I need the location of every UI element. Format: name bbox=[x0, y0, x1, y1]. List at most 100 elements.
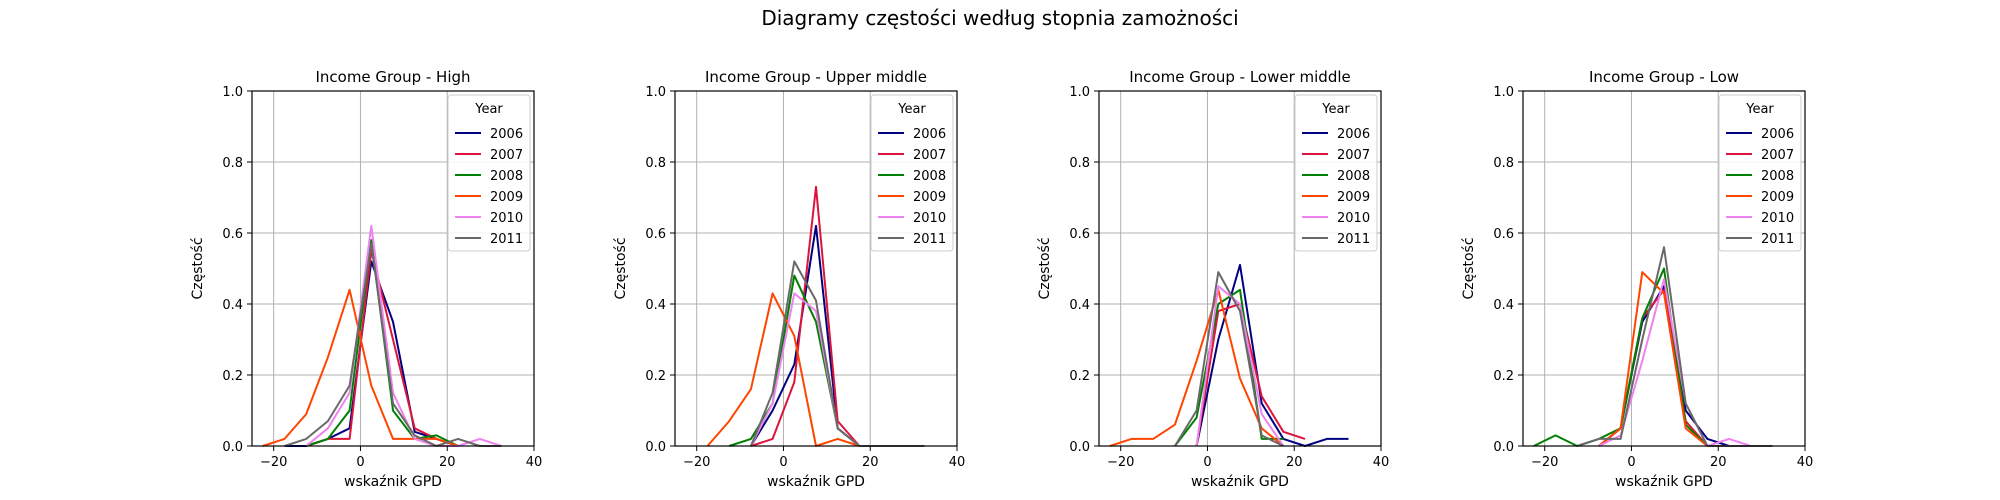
x-tick-label: 40 bbox=[949, 455, 966, 470]
x-tick-label: 0 bbox=[1203, 455, 1211, 470]
legend-label: 2006 bbox=[490, 127, 523, 142]
subplot-title: Income Group - High bbox=[315, 68, 470, 86]
axes-frame bbox=[1522, 90, 1806, 447]
x-tick-label: −20 bbox=[1107, 455, 1134, 470]
legend-label: 2010 bbox=[490, 211, 523, 226]
legend-title: Year bbox=[1321, 102, 1350, 117]
y-tick-label: 0.8 bbox=[645, 156, 666, 171]
series-line-2011 bbox=[284, 242, 502, 447]
y-tick-label: 0.0 bbox=[1493, 440, 1514, 455]
x-tick-label: 20 bbox=[862, 455, 879, 470]
legend-label: 2009 bbox=[490, 190, 523, 205]
legend-label: 2007 bbox=[1761, 148, 1794, 163]
series-line-2010 bbox=[1195, 285, 1285, 447]
legend-label: 2007 bbox=[1337, 148, 1370, 163]
series-line-2009 bbox=[262, 288, 459, 447]
y-tick-label: 1.0 bbox=[645, 85, 666, 100]
legend-label: 2006 bbox=[1337, 127, 1370, 142]
y-axis-label: Częstość bbox=[190, 237, 206, 299]
x-axis-label: wskaźnik GPD bbox=[344, 474, 442, 490]
y-tick-label: 0.2 bbox=[1069, 369, 1090, 384]
y-tick-label: 0.4 bbox=[645, 298, 666, 313]
subplot-title: Income Group - Lower middle bbox=[1129, 68, 1351, 86]
series-line-2007 bbox=[1598, 288, 1709, 447]
legend-label: 2008 bbox=[913, 169, 946, 184]
legend-label: 2007 bbox=[913, 148, 946, 163]
x-tick-label: −20 bbox=[1531, 455, 1558, 470]
legend: Year 2006 2007 2008 2009 2010 2011 bbox=[1718, 94, 1802, 252]
subplot-3: −20 0 20 40 0.0 0.2 0.4 0.6 0.8 1.0 Income Group -… bbox=[1037, 68, 1389, 490]
series-line-2008 bbox=[305, 239, 459, 447]
series-line-2006 bbox=[1195, 263, 1349, 447]
legend-title: Year bbox=[897, 102, 926, 117]
legend-label: 2010 bbox=[913, 211, 946, 226]
legend: Year 2006 2007 2008 2009 2010 2011 bbox=[870, 94, 954, 252]
series-line-2008 bbox=[1174, 288, 1284, 447]
y-tick-label: 0.6 bbox=[1069, 227, 1090, 242]
x-tick-label: 40 bbox=[1797, 455, 1814, 470]
y-tick-label: 1.0 bbox=[1493, 85, 1514, 100]
series-line-2006 bbox=[1598, 285, 1730, 447]
axes-frame bbox=[674, 90, 958, 447]
x-axis-label: wskaźnik GPD bbox=[767, 474, 865, 490]
y-tick-label: 1.0 bbox=[1069, 85, 1090, 100]
x-tick-label: 20 bbox=[1286, 455, 1303, 470]
x-tick-label: −20 bbox=[683, 455, 710, 470]
legend-label: 2011 bbox=[1337, 232, 1370, 247]
legend-label: 2008 bbox=[490, 169, 523, 184]
legend-label: 2011 bbox=[490, 232, 523, 247]
y-tick-label: 0.4 bbox=[222, 298, 243, 313]
y-axis-label: Częstość bbox=[613, 237, 629, 299]
y-tick-label: 0.2 bbox=[222, 369, 243, 384]
x-tick-label: 0 bbox=[1627, 455, 1635, 470]
legend-label: 2011 bbox=[1761, 232, 1794, 247]
y-tick-label: 0.0 bbox=[1069, 440, 1090, 455]
legend-label: 2008 bbox=[1761, 169, 1794, 184]
legend-label: 2008 bbox=[1337, 169, 1370, 184]
y-tick-label: 0.6 bbox=[645, 227, 666, 242]
y-tick-label: 0.2 bbox=[645, 369, 666, 384]
legend-label: 2010 bbox=[1761, 211, 1794, 226]
series-line-2007 bbox=[750, 185, 861, 447]
series-line-2009 bbox=[706, 292, 860, 447]
x-axis-label: wskaźnik GPD bbox=[1191, 474, 1289, 490]
subplot-title: Income Group - Upper middle bbox=[705, 68, 927, 86]
legend-label: 2006 bbox=[913, 127, 946, 142]
legend-label: 2009 bbox=[1761, 190, 1794, 205]
axes-frame bbox=[251, 90, 535, 447]
series-line-2007 bbox=[305, 249, 459, 447]
y-tick-label: 0.0 bbox=[645, 440, 666, 455]
legend-label: 2011 bbox=[913, 232, 946, 247]
legend-title: Year bbox=[474, 102, 503, 117]
y-tick-label: 0.4 bbox=[1493, 298, 1514, 313]
legend: Year 2006 2007 2008 2009 2010 2011 bbox=[1294, 94, 1378, 252]
subplot-1: −20 0 20 40 0.0 0.2 0.4 0.6 0.8 1.0 Income Group -… bbox=[190, 68, 542, 490]
y-axis-label: Częstość bbox=[1037, 237, 1053, 299]
legend-title: Year bbox=[1745, 102, 1774, 117]
figure-title: Diagramy częstości według stopnia zamożn… bbox=[761, 6, 1239, 30]
x-tick-label: −20 bbox=[260, 455, 287, 470]
subplot-4: −20 0 20 40 0.0 0.2 0.4 0.6 0.8 1.0 Income Group -… bbox=[1461, 68, 1813, 490]
legend-label: 2009 bbox=[913, 190, 946, 205]
series-line-2006 bbox=[284, 260, 459, 447]
subplot-title: Income Group - Low bbox=[1589, 68, 1739, 86]
y-tick-label: 0.4 bbox=[1069, 298, 1090, 313]
x-tick-label: 40 bbox=[1373, 455, 1390, 470]
legend-label: 2010 bbox=[1337, 211, 1370, 226]
legend: Year 2006 2007 2008 2009 2010 2011 bbox=[447, 94, 531, 252]
subplot-2: −20 0 20 40 0.0 0.2 0.4 0.6 0.8 1.0 Income Group -… bbox=[613, 68, 965, 490]
y-tick-label: 0.2 bbox=[1493, 369, 1514, 384]
y-tick-label: 0.0 bbox=[222, 440, 243, 455]
y-tick-label: 0.8 bbox=[1069, 156, 1090, 171]
x-tick-label: 0 bbox=[356, 455, 364, 470]
y-tick-label: 0.8 bbox=[1493, 156, 1514, 171]
y-axis-label: Częstość bbox=[1461, 237, 1477, 299]
series-line-2009 bbox=[1109, 288, 1285, 447]
series-line-2009 bbox=[1598, 271, 1709, 447]
x-tick-label: 20 bbox=[439, 455, 456, 470]
x-axis-label: wskaźnik GPD bbox=[1615, 474, 1713, 490]
legend-label: 2007 bbox=[490, 148, 523, 163]
axes-frame bbox=[1098, 90, 1382, 447]
